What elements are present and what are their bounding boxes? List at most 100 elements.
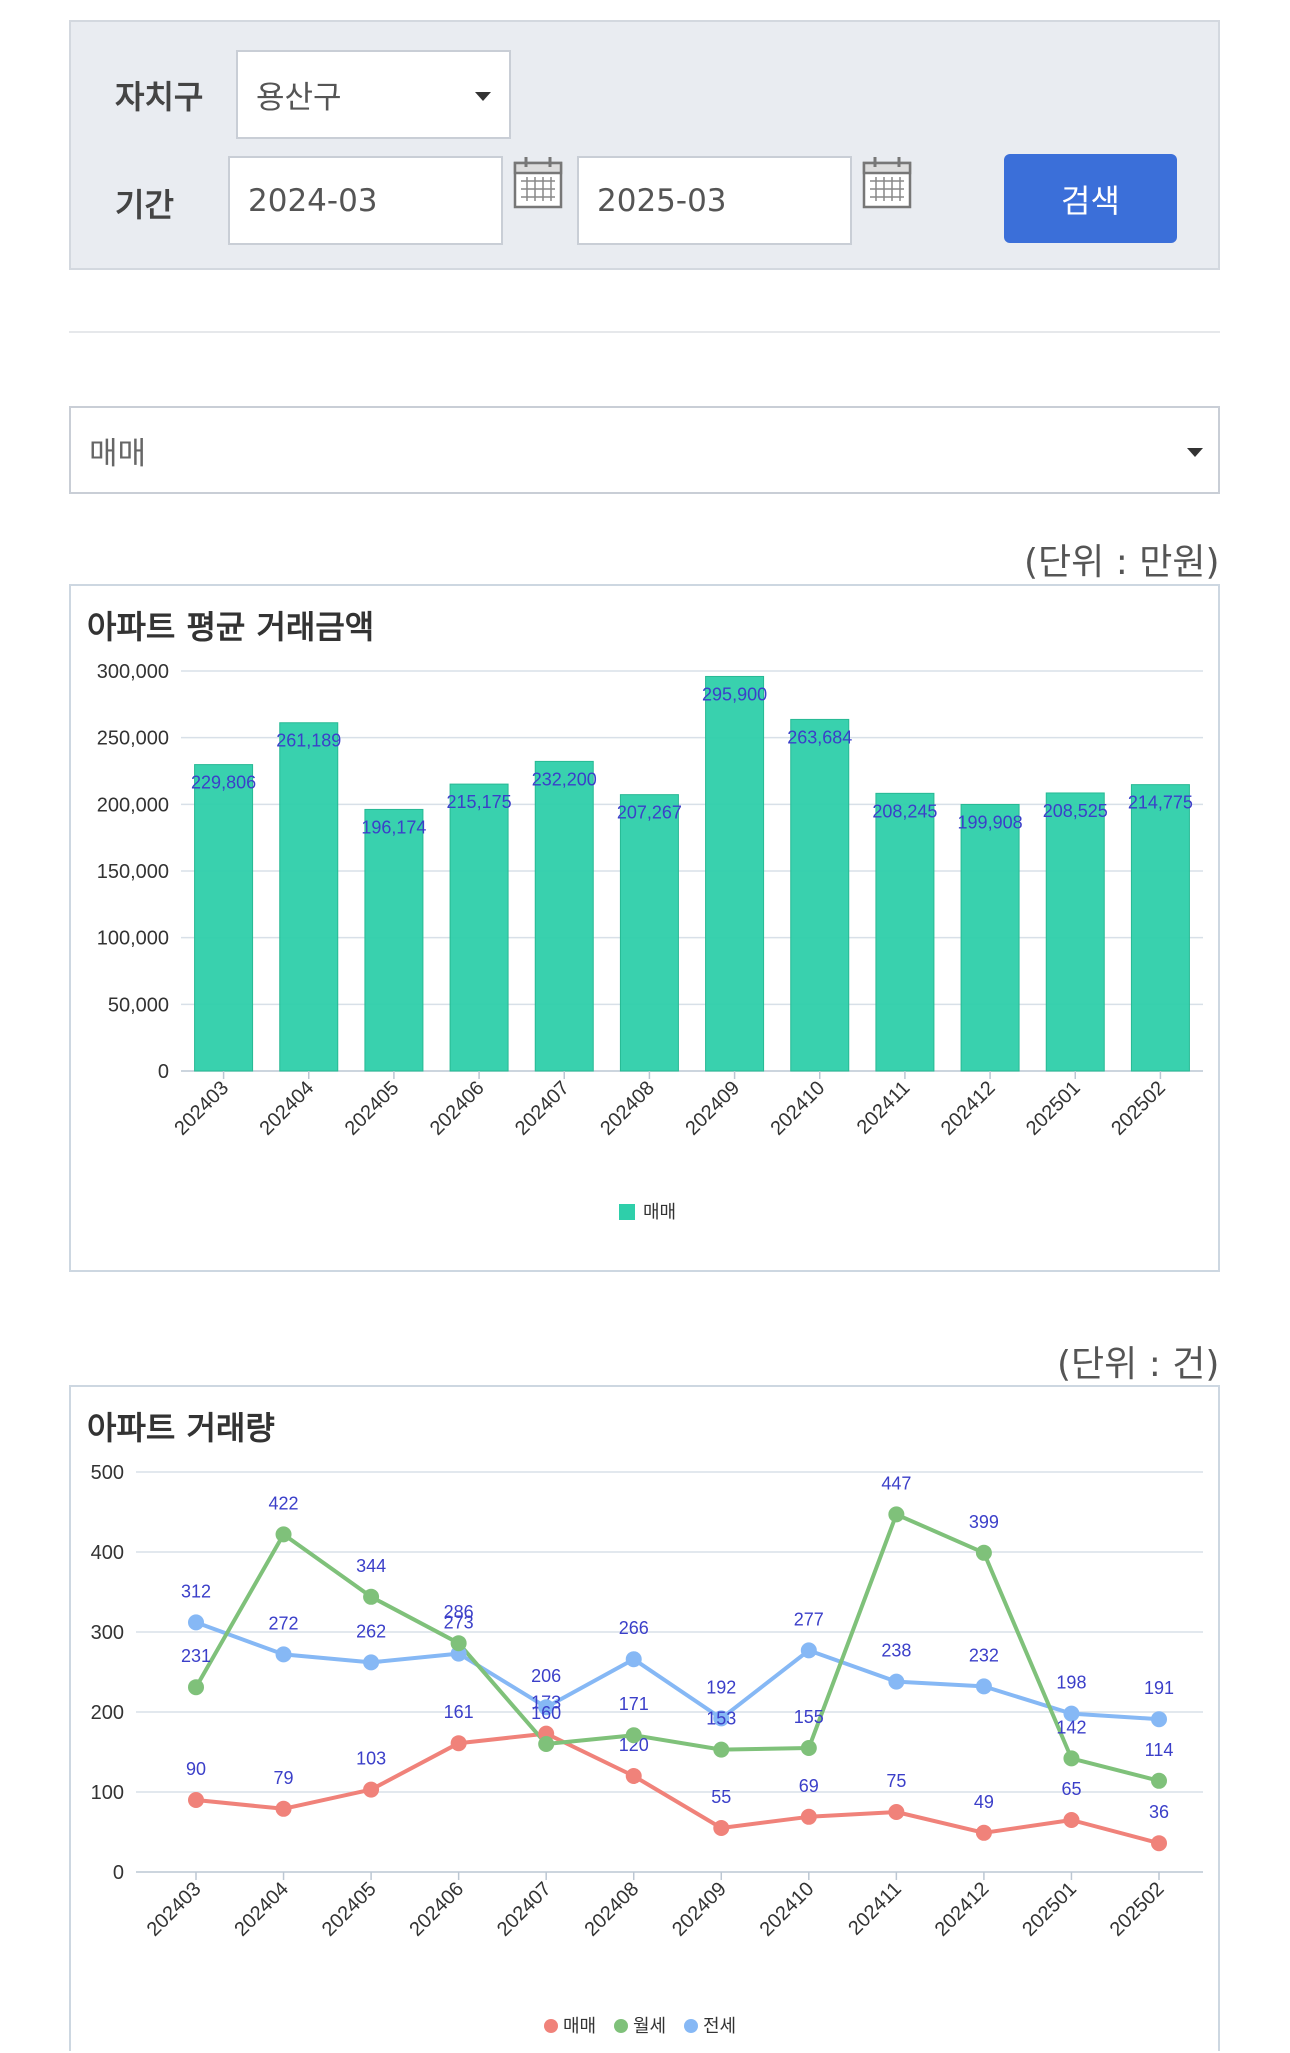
- data-label: 207,267: [617, 803, 682, 823]
- start-date-input[interactable]: 2024-03: [228, 156, 503, 245]
- data-point: [975, 1678, 992, 1695]
- data-point: [713, 1741, 730, 1758]
- price-unit-label: (단위 : 만원): [1024, 542, 1220, 583]
- x-tick-label: 202410: [756, 1878, 819, 1941]
- calendar-icon[interactable]: [862, 155, 912, 209]
- x-tick-label: 202411: [844, 1878, 906, 1940]
- x-tick-label: 202404: [230, 1878, 293, 1941]
- bar: [449, 783, 509, 1072]
- y-tick-label: 0: [158, 1061, 169, 1083]
- y-tick-label: 0: [113, 1862, 124, 1884]
- y-tick-label: 150,000: [97, 861, 169, 883]
- x-tick-label: 202406: [405, 1878, 468, 1941]
- volume-unit-label: (단위 : 건): [1057, 1344, 1220, 1385]
- x-tick-label: 202403: [170, 1077, 233, 1140]
- data-label: 231: [181, 1646, 211, 1666]
- period-label: 기간: [115, 186, 174, 224]
- legend-label: 월세: [633, 2016, 666, 2036]
- x-tick-label: 202412: [931, 1878, 994, 1941]
- data-label: 344: [356, 1556, 386, 1576]
- data-label: 198: [1056, 1673, 1086, 1693]
- data-point: [450, 1635, 467, 1652]
- calendar-icon[interactable]: [513, 155, 563, 209]
- series-line: [194, 1512, 1160, 1783]
- y-tick-label: 100,000: [97, 928, 169, 950]
- chevron-down-icon: [475, 92, 491, 101]
- data-label: 238: [881, 1641, 911, 1661]
- legend-swatch: [619, 1204, 635, 1220]
- data-point: [888, 1673, 905, 1690]
- bar: [1045, 792, 1105, 1072]
- legend-label: 매매: [563, 2016, 596, 2036]
- x-tick-label: 202407: [511, 1077, 574, 1140]
- end-date-input[interactable]: 2025-03: [577, 156, 852, 245]
- legend-label: 전세: [703, 2016, 736, 2036]
- data-point: [1063, 1812, 1080, 1828]
- x-tick-label: 202408: [596, 1077, 659, 1140]
- data-label: 36: [1149, 1802, 1169, 1822]
- data-label: 286: [444, 1602, 474, 1622]
- x-tick-label: 202408: [581, 1878, 644, 1941]
- data-label: 214,775: [1128, 793, 1193, 813]
- data-label: 161: [444, 1702, 474, 1722]
- data-label: 192: [706, 1677, 736, 1697]
- data-point: [975, 1824, 992, 1841]
- y-tick-label: 200: [91, 1702, 124, 1724]
- data-label: 196,174: [361, 817, 426, 837]
- y-tick-label: 100: [91, 1782, 124, 1804]
- data-label: 153: [706, 1709, 736, 1729]
- y-tick-label: 50,000: [108, 994, 169, 1016]
- data-point: [538, 1736, 555, 1752]
- data-label: 55: [711, 1787, 731, 1807]
- volume-chart-title: 아파트 거래량: [87, 1409, 275, 1447]
- data-point: [188, 1792, 204, 1808]
- y-tick-label: 300,000: [97, 661, 169, 683]
- data-label: 160: [531, 1703, 561, 1723]
- data-label: 208,525: [1043, 801, 1108, 821]
- x-tick-label: 202405: [341, 1077, 404, 1140]
- data-point: [888, 1804, 905, 1820]
- x-tick-label: 202502: [1107, 1077, 1170, 1140]
- data-point: [975, 1544, 992, 1561]
- bar: [619, 794, 679, 1072]
- data-label: 263,684: [787, 727, 852, 747]
- data-label: 232: [969, 1645, 999, 1665]
- data-point: [363, 1588, 380, 1605]
- search-button[interactable]: 검색: [1004, 154, 1177, 243]
- bar: [705, 675, 765, 1072]
- bar: [279, 722, 339, 1072]
- data-point: [450, 1735, 467, 1752]
- data-label: 191: [1144, 1678, 1174, 1698]
- data-label: 232,200: [532, 769, 597, 789]
- legend-marker: [614, 2019, 628, 2033]
- data-label: 312: [181, 1581, 211, 1601]
- x-tick-label: 202501: [1018, 1878, 1081, 1941]
- data-label: 261,189: [276, 731, 341, 751]
- data-point: [275, 1800, 292, 1817]
- data-point: [625, 1768, 642, 1784]
- district-value: 용산구: [256, 80, 342, 116]
- data-label: 155: [794, 1707, 824, 1727]
- data-label: 171: [619, 1694, 649, 1714]
- data-label: 120: [619, 1735, 649, 1755]
- bar: [194, 764, 254, 1072]
- data-point: [1151, 1711, 1167, 1728]
- bar: [960, 803, 1020, 1072]
- trade-type-value: 매매: [89, 435, 147, 472]
- x-tick-label: 202403: [143, 1878, 206, 1941]
- y-tick-label: 200,000: [97, 794, 169, 816]
- data-point: [1151, 1772, 1167, 1789]
- x-tick-label: 202409: [668, 1878, 731, 1941]
- bar: [364, 808, 424, 1072]
- district-select[interactable]: 용산구: [236, 50, 511, 139]
- data-label: 422: [269, 1493, 299, 1513]
- data-label: 208,245: [872, 801, 937, 821]
- price-bar-chart: 0 50,000 100,000 150,000 200,000 250,000 300,0…: [97, 661, 1203, 1222]
- data-label: 79: [274, 1768, 294, 1788]
- data-label: 49: [974, 1792, 994, 1812]
- trade-type-select[interactable]: 매매: [69, 406, 1220, 494]
- end-date-value: 2025-03: [597, 182, 727, 219]
- data-point: [625, 1727, 642, 1744]
- data-point: [188, 1679, 204, 1696]
- data-label: 199,908: [958, 812, 1023, 832]
